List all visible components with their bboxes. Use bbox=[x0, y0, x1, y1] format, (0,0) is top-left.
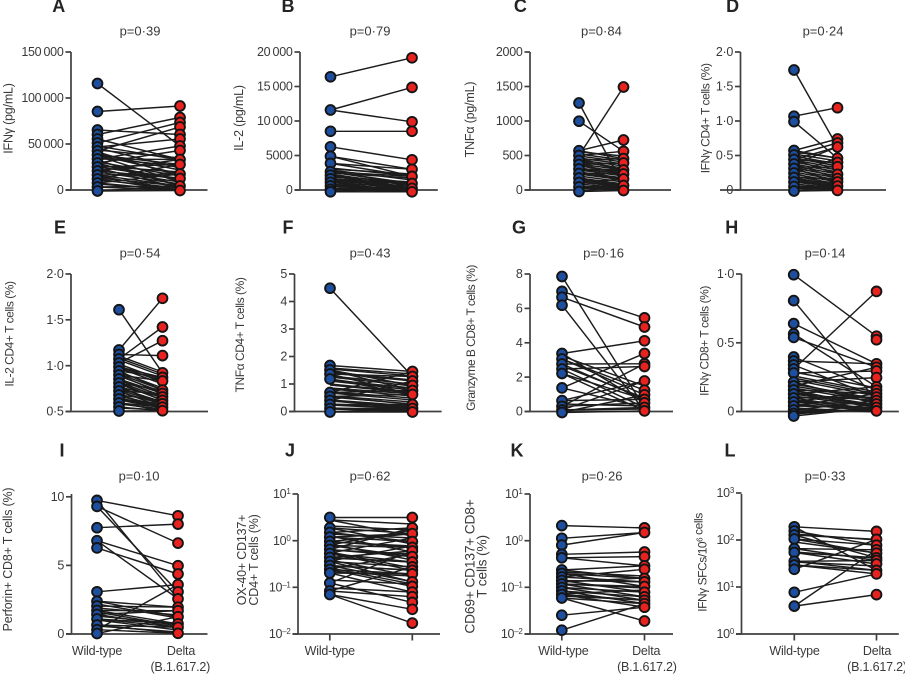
svg-text:Delta: Delta bbox=[863, 644, 891, 658]
svg-text:5000: 5000 bbox=[266, 149, 293, 163]
svg-text:2000: 2000 bbox=[496, 45, 523, 59]
svg-text:IL-2 (pg/mL): IL-2 (pg/mL) bbox=[232, 85, 246, 151]
svg-text:(B.1.617.2): (B.1.617.2) bbox=[617, 660, 677, 674]
svg-text:1500: 1500 bbox=[496, 80, 523, 94]
svg-text:F: F bbox=[283, 218, 294, 238]
svg-text:20 000: 20 000 bbox=[257, 45, 293, 59]
svg-text:p=0·24: p=0·24 bbox=[803, 24, 844, 39]
svg-text:J: J bbox=[285, 441, 295, 461]
svg-text:0: 0 bbox=[726, 183, 733, 197]
svg-text:100 000: 100 000 bbox=[21, 91, 63, 105]
svg-text:p=0·54: p=0·54 bbox=[120, 246, 161, 261]
svg-text:3: 3 bbox=[280, 322, 287, 336]
svg-text:150 000: 150 000 bbox=[21, 45, 63, 59]
svg-text:15 000: 15 000 bbox=[257, 80, 293, 94]
svg-text:IFNγ (pg/mL): IFNγ (pg/mL) bbox=[2, 83, 16, 154]
svg-text:C: C bbox=[514, 0, 527, 16]
svg-text:p=0·16: p=0·16 bbox=[583, 246, 624, 261]
svg-text:IFNγ CD8+ T cells (%): IFNγ CD8+ T cells (%) bbox=[698, 286, 712, 396]
svg-text:G: G bbox=[512, 218, 526, 238]
svg-text:1·0: 1·0 bbox=[46, 359, 64, 373]
svg-text:CD4+ T cells (%): CD4+ T cells (%) bbox=[247, 514, 261, 605]
svg-text:1·0: 1·0 bbox=[717, 267, 735, 281]
svg-text:5: 5 bbox=[280, 267, 287, 281]
svg-text:1000: 1000 bbox=[496, 114, 523, 128]
svg-text:B: B bbox=[282, 0, 295, 16]
svg-text:10: 10 bbox=[51, 490, 65, 504]
svg-text:p=0·14: p=0·14 bbox=[805, 246, 846, 261]
svg-text:p=0·39: p=0·39 bbox=[120, 24, 161, 39]
svg-text:E: E bbox=[54, 218, 66, 238]
svg-text:0: 0 bbox=[516, 183, 523, 197]
svg-text:p=0·33: p=0·33 bbox=[805, 469, 846, 484]
svg-text:Delta: Delta bbox=[632, 644, 660, 658]
svg-text:2·0: 2·0 bbox=[46, 267, 64, 281]
svg-text:1·5: 1·5 bbox=[46, 313, 64, 327]
svg-text:L: L bbox=[725, 441, 736, 461]
svg-text:p=0·84: p=0·84 bbox=[581, 24, 622, 39]
svg-text:p=0·10: p=0·10 bbox=[119, 469, 160, 484]
svg-text:10 000: 10 000 bbox=[257, 114, 293, 128]
svg-text:TNFα (pg/mL): TNFα (pg/mL) bbox=[463, 82, 477, 158]
svg-text:0·5: 0·5 bbox=[717, 336, 735, 350]
svg-text:IL-2 CD4+ T cells (%): IL-2 CD4+ T cells (%) bbox=[3, 281, 17, 387]
svg-text:A: A bbox=[52, 0, 65, 16]
svg-text:4: 4 bbox=[280, 295, 287, 309]
svg-text:5: 5 bbox=[57, 559, 64, 573]
svg-text:Wild-type: Wild-type bbox=[72, 644, 123, 658]
svg-text:Perforin+ CD8+ T cells (%): Perforin+ CD8+ T cells (%) bbox=[1, 488, 15, 632]
svg-text:1·0: 1·0 bbox=[716, 114, 734, 128]
svg-text:Granzyme B CD8+ T cells (%): Granzyme B CD8+ T cells (%) bbox=[464, 265, 478, 411]
svg-text:TNFα CD4+ T cells (%): TNFα CD4+ T cells (%) bbox=[233, 277, 247, 392]
svg-text:0: 0 bbox=[57, 183, 64, 197]
svg-text:0·5: 0·5 bbox=[46, 405, 64, 419]
svg-text:Delta: Delta bbox=[167, 644, 195, 658]
svg-text:T cells (%): T cells (%) bbox=[475, 535, 490, 598]
svg-text:IFNγ CD4+ T cells (%): IFNγ CD4+ T cells (%) bbox=[699, 63, 713, 173]
svg-text:500: 500 bbox=[503, 149, 523, 163]
svg-text:K: K bbox=[511, 441, 524, 461]
svg-text:p=0·62: p=0·62 bbox=[350, 469, 391, 484]
svg-text:1·5: 1·5 bbox=[716, 80, 734, 94]
svg-text:p=0·26: p=0·26 bbox=[582, 469, 623, 484]
svg-text:0: 0 bbox=[727, 405, 734, 419]
svg-text:p=0·79: p=0·79 bbox=[350, 24, 391, 39]
svg-text:(B.1.617.2): (B.1.617.2) bbox=[847, 660, 905, 674]
svg-text:2: 2 bbox=[280, 350, 287, 364]
svg-text:1: 1 bbox=[280, 377, 287, 391]
svg-text:p=0·43: p=0·43 bbox=[350, 246, 391, 261]
svg-text:Wild-type: Wild-type bbox=[305, 644, 356, 658]
svg-text:Wild-type: Wild-type bbox=[538, 644, 589, 658]
svg-text:D: D bbox=[726, 0, 739, 16]
svg-text:8: 8 bbox=[516, 267, 523, 281]
svg-text:H: H bbox=[725, 218, 738, 238]
svg-text:2: 2 bbox=[516, 370, 523, 384]
svg-text:0·5: 0·5 bbox=[716, 149, 734, 163]
svg-text:4: 4 bbox=[516, 336, 523, 350]
svg-text:50 000: 50 000 bbox=[28, 137, 64, 151]
svg-text:6: 6 bbox=[516, 302, 523, 316]
svg-text:Wild-type: Wild-type bbox=[769, 644, 820, 658]
svg-text:I: I bbox=[59, 441, 64, 461]
svg-text:0: 0 bbox=[280, 405, 287, 419]
svg-text:2·0: 2·0 bbox=[716, 45, 734, 59]
svg-text:0: 0 bbox=[516, 405, 523, 419]
svg-text:0: 0 bbox=[286, 183, 293, 197]
svg-text:0: 0 bbox=[57, 627, 64, 641]
svg-text:(B.1.617.2): (B.1.617.2) bbox=[150, 660, 210, 674]
